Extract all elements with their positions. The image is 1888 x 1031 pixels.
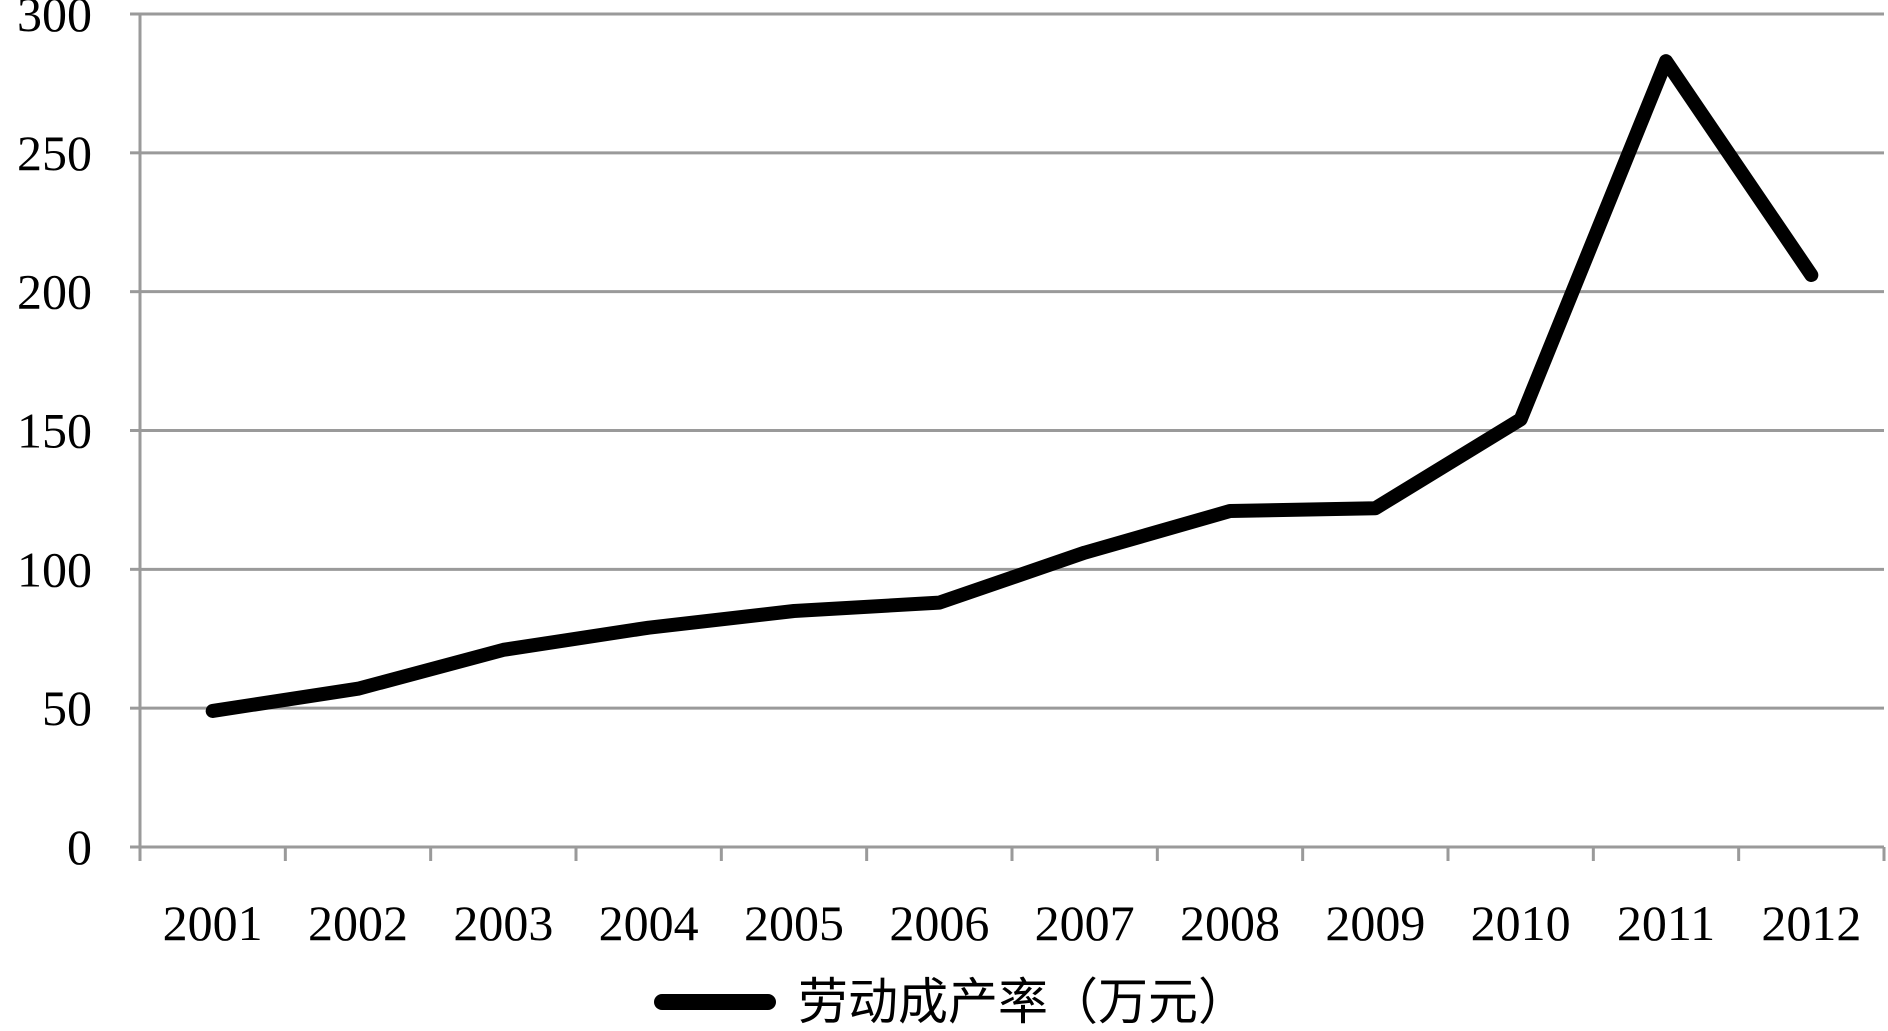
x-tick-label-2003: 2003	[453, 895, 553, 951]
x-tick-label-2002: 2002	[308, 895, 408, 951]
y-axis-tick-labels: 0 50 100 150 200 250 300	[17, 0, 92, 875]
x-tick-label-2012: 2012	[1761, 895, 1861, 951]
y-tick-label-150: 150	[17, 403, 92, 459]
y-tick-label-250: 250	[17, 125, 92, 181]
series-line-0	[205, 54, 1819, 718]
y-tick-label-50: 50	[42, 680, 92, 736]
x-tick-label-2011: 2011	[1617, 895, 1715, 951]
x-tick-label-2008: 2008	[1180, 895, 1280, 951]
y-tick-label-200: 200	[17, 264, 92, 320]
x-tick-label-2001: 2001	[163, 895, 263, 951]
x-tick-label-2004: 2004	[599, 895, 699, 951]
axes	[130, 12, 1886, 861]
gridlines	[140, 12, 1884, 710]
series-lines	[205, 54, 1819, 718]
x-tick-label-2006: 2006	[889, 895, 989, 951]
x-tick-label-2010: 2010	[1471, 895, 1571, 951]
x-tick-label-2009: 2009	[1325, 895, 1425, 951]
x-tick-label-2005: 2005	[744, 895, 844, 951]
legend-label-series-0: 劳动成产率（万元）	[798, 974, 1248, 1026]
y-tick-label-300: 300	[17, 0, 92, 42]
y-tick-label-100: 100	[17, 541, 92, 597]
legend: 劳动成产率（万元）	[654, 974, 1248, 1030]
x-tick-label-2007: 2007	[1035, 895, 1135, 951]
x-axis-tick-labels: 2001 2002 2003 2004 2005 2006 2007 2008 2009 2010…	[163, 895, 1862, 951]
y-tick-label-0: 0	[67, 819, 92, 875]
